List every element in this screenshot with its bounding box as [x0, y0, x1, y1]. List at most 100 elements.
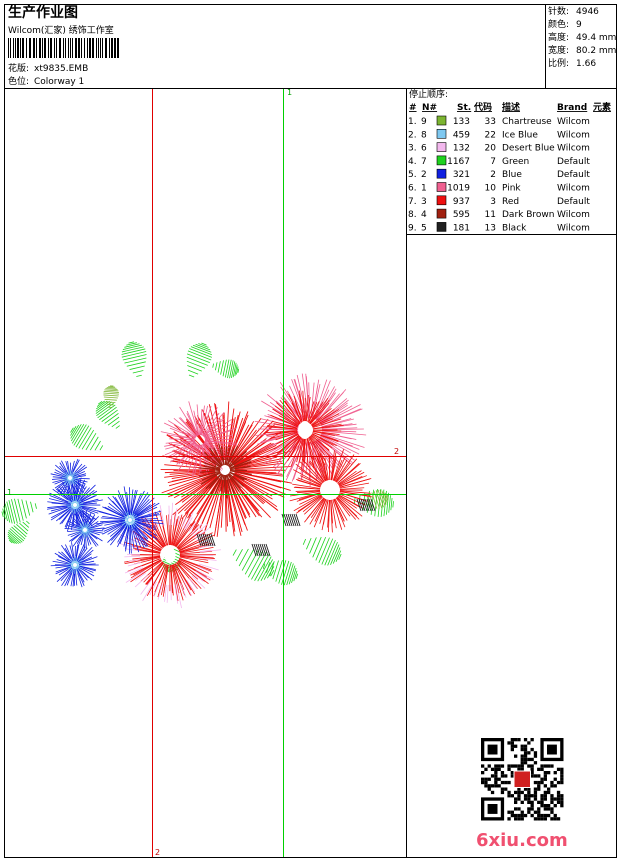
stitch	[167, 585, 168, 603]
stitch	[306, 538, 311, 549]
qr-module	[481, 764, 484, 767]
barcode-bar	[70, 38, 71, 58]
stitch	[141, 579, 152, 594]
stitch	[292, 514, 296, 526]
stat-value: 9	[576, 20, 582, 30]
stitch	[124, 344, 139, 348]
qr-module	[531, 807, 534, 810]
row-code: 11	[485, 210, 496, 220]
stitch	[286, 514, 290, 526]
barcode-bar	[84, 38, 85, 58]
stitch	[79, 428, 92, 449]
row-stitches: 595	[453, 210, 470, 220]
stitch	[393, 501, 394, 507]
qr-module	[534, 774, 537, 777]
qr-module	[521, 764, 524, 767]
qr-module	[521, 761, 524, 764]
qr-module	[560, 804, 563, 807]
stitch	[122, 349, 146, 355]
qr-module	[527, 801, 530, 804]
stitch	[105, 389, 117, 390]
stitch	[218, 361, 220, 372]
barcode-bar	[81, 38, 82, 58]
barcode-bar	[72, 38, 73, 58]
qr-module	[521, 755, 524, 758]
title: 生产作业图	[8, 4, 78, 21]
qr-module	[537, 814, 540, 817]
qr-module	[547, 771, 550, 774]
qr-module	[514, 764, 517, 767]
stat-value: 4946	[576, 7, 599, 17]
stat-label: 比例:	[548, 57, 569, 69]
barcode-bar	[114, 38, 116, 58]
row-code: 7	[490, 157, 496, 167]
stitch	[316, 537, 326, 560]
barcode-bar	[44, 38, 46, 58]
design-file: xt9835.EMB	[34, 64, 88, 74]
qr-module	[521, 758, 524, 761]
barcode-bar	[54, 38, 55, 58]
qr-module	[514, 745, 517, 748]
qr-module	[498, 778, 501, 781]
qr-module	[531, 804, 534, 807]
stitch	[290, 514, 294, 526]
qr-module	[540, 804, 543, 807]
qr-module	[537, 788, 540, 791]
qr-module	[531, 801, 534, 804]
qr-module	[527, 811, 530, 814]
qr-module	[488, 778, 491, 781]
barcode-bar	[87, 38, 88, 58]
qr-module	[550, 781, 553, 784]
row-stitches: 1019	[447, 184, 470, 194]
qr-module	[554, 814, 557, 817]
stitch	[106, 402, 116, 403]
stitch	[107, 388, 117, 389]
guide-label: 2	[394, 447, 399, 456]
stitch	[276, 560, 283, 581]
qr-module	[524, 797, 527, 800]
qr-module	[537, 784, 540, 787]
qr-module	[537, 807, 540, 810]
qr-module	[491, 774, 494, 777]
barcode-bar	[15, 38, 16, 58]
row-brand: Default	[557, 197, 590, 207]
row-brand: Default	[557, 157, 590, 167]
qr-module	[511, 764, 514, 767]
qr-module	[544, 764, 547, 767]
barcode-bar	[22, 38, 24, 58]
barcode-bar	[96, 38, 97, 58]
row-stitches: 181	[453, 223, 470, 233]
column-header: N#	[422, 103, 437, 113]
qr-module	[511, 745, 514, 748]
stitch	[239, 549, 248, 566]
qr-module	[534, 817, 537, 820]
color-swatch	[437, 116, 446, 125]
stitch	[129, 342, 134, 343]
barcode	[8, 38, 119, 58]
qr-module	[544, 778, 547, 781]
row-index: 1.	[408, 117, 417, 127]
row-needle: 3	[421, 197, 427, 207]
qr-module	[507, 768, 510, 771]
qr-module	[514, 814, 517, 817]
stitch	[116, 426, 120, 429]
guide-label: 1	[7, 488, 12, 497]
qr-module	[484, 778, 487, 781]
qr-module	[491, 791, 494, 794]
stitch	[35, 503, 36, 508]
row-index: 2.	[408, 130, 417, 140]
qr-module	[521, 801, 524, 804]
qr-module	[511, 811, 514, 814]
stitch	[96, 401, 107, 409]
qr-module	[504, 788, 507, 791]
stitch	[122, 352, 146, 358]
qr-module	[524, 738, 527, 741]
qr-module	[481, 771, 484, 774]
stitch	[11, 499, 17, 523]
stitch	[389, 495, 391, 512]
color-swatch	[437, 222, 446, 231]
qr-module	[534, 794, 537, 797]
stitch	[171, 503, 172, 525]
qr-module	[484, 768, 487, 771]
